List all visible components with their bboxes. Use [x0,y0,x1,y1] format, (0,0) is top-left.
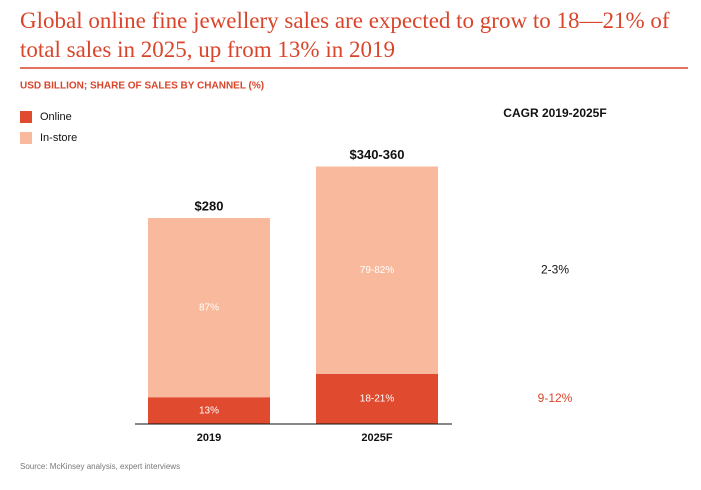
bar-segment [148,397,270,424]
bar-segment [148,218,270,398]
bar-segment [316,373,438,424]
legend-swatch [20,111,32,123]
legend-label: Online [40,111,72,123]
value-label: 13% [199,405,219,416]
x-tick-label: 2025F [361,432,392,444]
chart-title: Global online fine jewellery sales are e… [20,8,670,62]
cagr-value: 2-3% [541,262,569,276]
cagr-title: CAGR 2019-2025F [503,106,606,120]
total-label: $340-360 [350,147,405,162]
chart-subtitle: USD BILLION; SHARE OF SALES BY CHANNEL (… [20,81,264,92]
legend-swatch [20,132,32,144]
source: Source: McKinsey analysis, expert interv… [20,462,180,471]
value-label: 87% [199,302,219,313]
cagr-value: 9-12% [538,391,573,405]
bar-segment [316,166,438,374]
x-tick-label: 2019 [197,432,221,444]
total-label: $280 [195,198,224,213]
value-label: 18-21% [360,394,395,405]
legend-label: In-store [40,132,77,144]
value-label: 79-82% [360,265,395,276]
